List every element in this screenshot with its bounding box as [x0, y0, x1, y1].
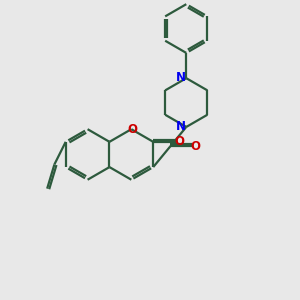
Text: O: O	[128, 123, 138, 136]
Text: N: N	[176, 120, 186, 133]
Text: O: O	[174, 135, 184, 148]
Text: N: N	[176, 71, 186, 84]
Text: O: O	[190, 140, 200, 153]
